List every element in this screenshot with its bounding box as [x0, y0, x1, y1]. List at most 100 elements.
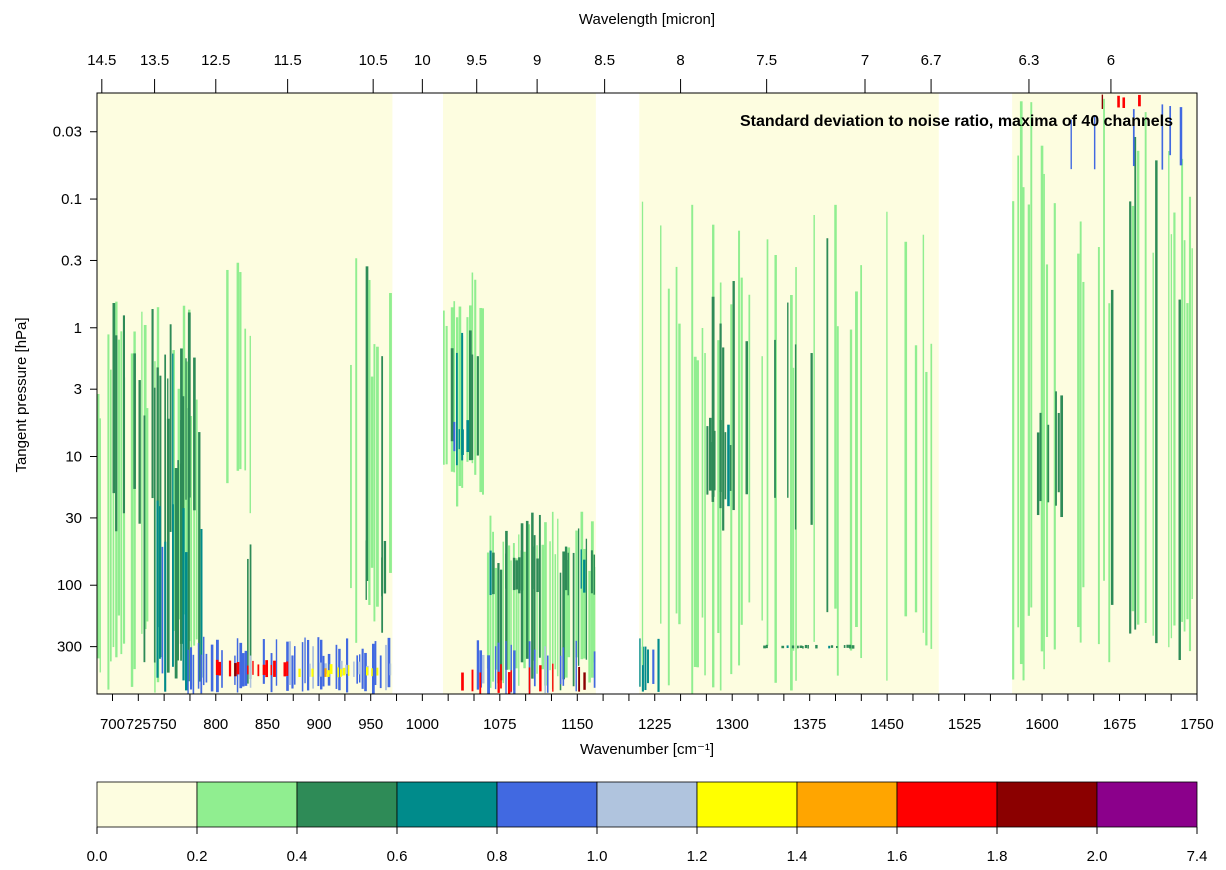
channel-stripe [1103, 99, 1105, 581]
colorbar-label-0: 0.0 [87, 848, 108, 865]
colorbar-swatch-5 [597, 782, 697, 827]
x-tick-label-7: 1000 [406, 716, 439, 733]
channel-stripe [1077, 254, 1080, 627]
channel-stripe [793, 368, 795, 651]
channel-stripe [741, 278, 743, 625]
channel-stripe [549, 541, 550, 670]
channel-stripe [1028, 204, 1030, 615]
channel-stripe [234, 663, 237, 676]
channel-stripe [1173, 213, 1175, 626]
channel-stripe [289, 641, 291, 685]
channel-stripe [811, 353, 813, 525]
channel-stripe [141, 312, 142, 634]
channel-stripe [389, 293, 392, 573]
channel-stripe [327, 670, 330, 677]
channel-stripe [100, 418, 101, 672]
channel-stripe [503, 542, 505, 683]
channel-stripe [118, 340, 120, 616]
channel-stripe [1134, 137, 1136, 630]
colorbar-label-3: 0.6 [387, 848, 408, 865]
x-tick-label-3: 800 [203, 716, 228, 733]
y-tick-label-7: 100 [57, 577, 82, 594]
channel-stripe [131, 353, 133, 686]
channel-stripe [521, 523, 524, 662]
channel-stripe [355, 258, 357, 643]
channel-stripe [446, 326, 448, 464]
channel-stripe [774, 340, 776, 498]
channel-stripe [714, 431, 715, 491]
channel-stripe [294, 646, 296, 685]
channel-stripe [345, 665, 347, 674]
channel-stripe [904, 242, 907, 617]
colorbar-swatch-10 [1097, 782, 1197, 827]
channel-stripe [529, 667, 531, 693]
channel-stripe [526, 521, 529, 659]
wavelength-tick-label-10: 7.5 [756, 52, 777, 69]
top-axis-title: Wavelength [micron] [579, 11, 715, 28]
channel-stripe [482, 308, 484, 494]
channel-stripe [575, 531, 577, 658]
channel-stripe [837, 326, 839, 675]
channel-stripe [644, 647, 646, 690]
channel-stripe [722, 347, 724, 530]
channel-stripe [218, 662, 221, 676]
channel-stripe [1017, 156, 1019, 628]
colorbar-swatch-2 [297, 782, 397, 827]
channel-stripe [1047, 425, 1049, 503]
channel-stripe [172, 504, 174, 667]
channel-stripe [1145, 112, 1147, 623]
channel-stripe [539, 665, 541, 691]
channel-stripe [555, 554, 557, 669]
channel-stripe [766, 645, 768, 648]
channel-stripe [580, 549, 581, 588]
y-tick-label-3: 1 [74, 320, 82, 337]
channel-stripe [340, 669, 342, 677]
y-axis-title: Tangent pressure [hPa] [13, 317, 30, 472]
channel-stripe [576, 641, 577, 691]
channel-stripe [1020, 101, 1023, 664]
channel-stripe [852, 645, 855, 648]
channel-stripe [1040, 413, 1042, 501]
channel-stripe [353, 662, 355, 677]
channel-stripe [477, 356, 479, 455]
channel-stripe [813, 215, 814, 642]
channel-stripe [855, 291, 858, 627]
wavelength-tick-label-7: 9 [533, 52, 541, 69]
channel-stripe [500, 664, 502, 688]
channel-stripe [730, 445, 732, 491]
x-tick-label-13: 1450 [870, 716, 903, 733]
channel-stripe [376, 668, 378, 676]
channel-stripe [265, 660, 268, 677]
channel-stripe [787, 303, 788, 498]
channel-stripe [492, 553, 495, 595]
channel-stripe [1168, 151, 1169, 647]
channel-stripe [123, 315, 125, 513]
channel-stripe [112, 303, 115, 493]
channel-stripe [691, 205, 693, 694]
channel-stripe [200, 655, 202, 694]
channel-stripe [380, 655, 382, 688]
channel-stripe [1082, 282, 1084, 587]
channel-stripe [552, 512, 554, 689]
channel-stripe [187, 650, 188, 694]
channel-stripe [578, 667, 580, 692]
colorbar-label-5: 1.0 [587, 848, 608, 865]
colorbar-swatch-7 [797, 782, 897, 827]
x-tick-label-0: 700 [100, 716, 125, 733]
channel-stripe [252, 661, 253, 675]
channel-stripe [389, 664, 391, 676]
y-tick-label-4: 3 [74, 381, 82, 398]
channel-stripe [1055, 391, 1057, 505]
channel-stripe [185, 552, 188, 690]
channel-stripe [323, 656, 325, 687]
channel-stripe [915, 345, 917, 612]
channel-stripe [350, 365, 352, 588]
x-tick-label-14: 1525 [948, 716, 981, 733]
channel-stripe [343, 668, 346, 676]
channel-stripe [1060, 395, 1063, 517]
x-tick-label-12: 1375 [793, 716, 826, 733]
colorbar-swatch-1 [197, 782, 297, 827]
channel-stripe [164, 542, 166, 692]
channel-stripe [159, 506, 161, 659]
channel-stripe [767, 239, 769, 645]
